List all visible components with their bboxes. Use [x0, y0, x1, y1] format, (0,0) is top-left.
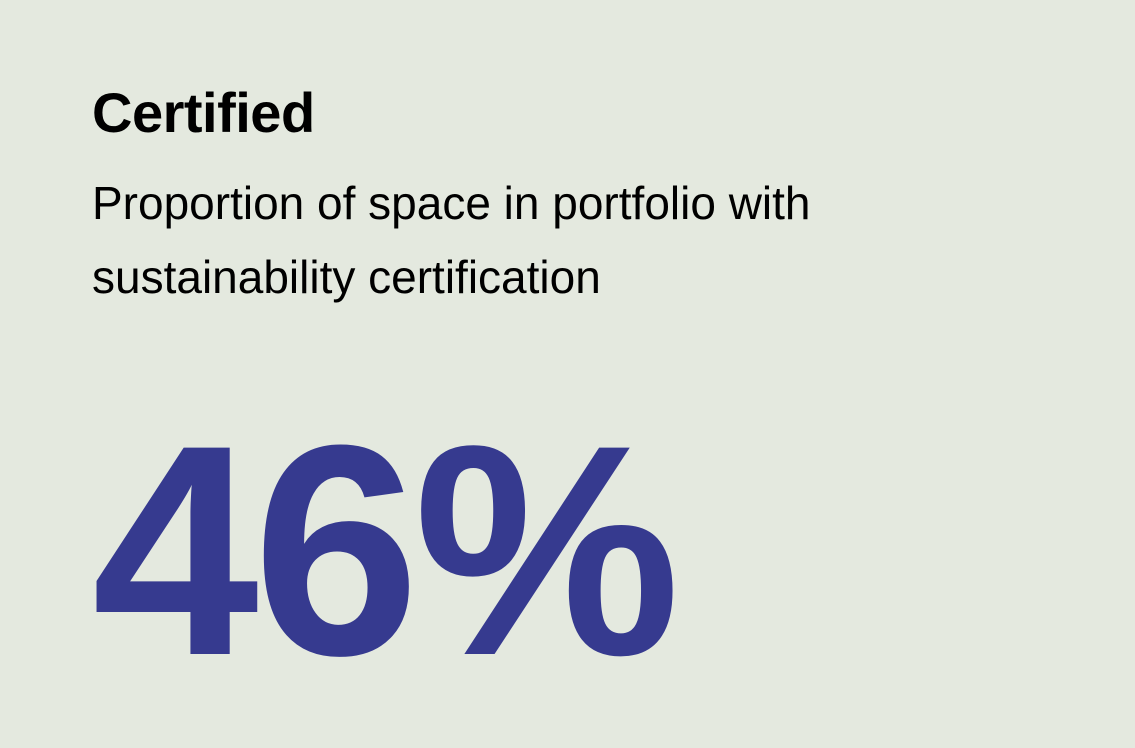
- card-subtitle: Proportion of space in portfolio with su…: [92, 177, 811, 303]
- stat-value: 46%: [92, 382, 680, 718]
- card-title: Certified: [92, 81, 315, 144]
